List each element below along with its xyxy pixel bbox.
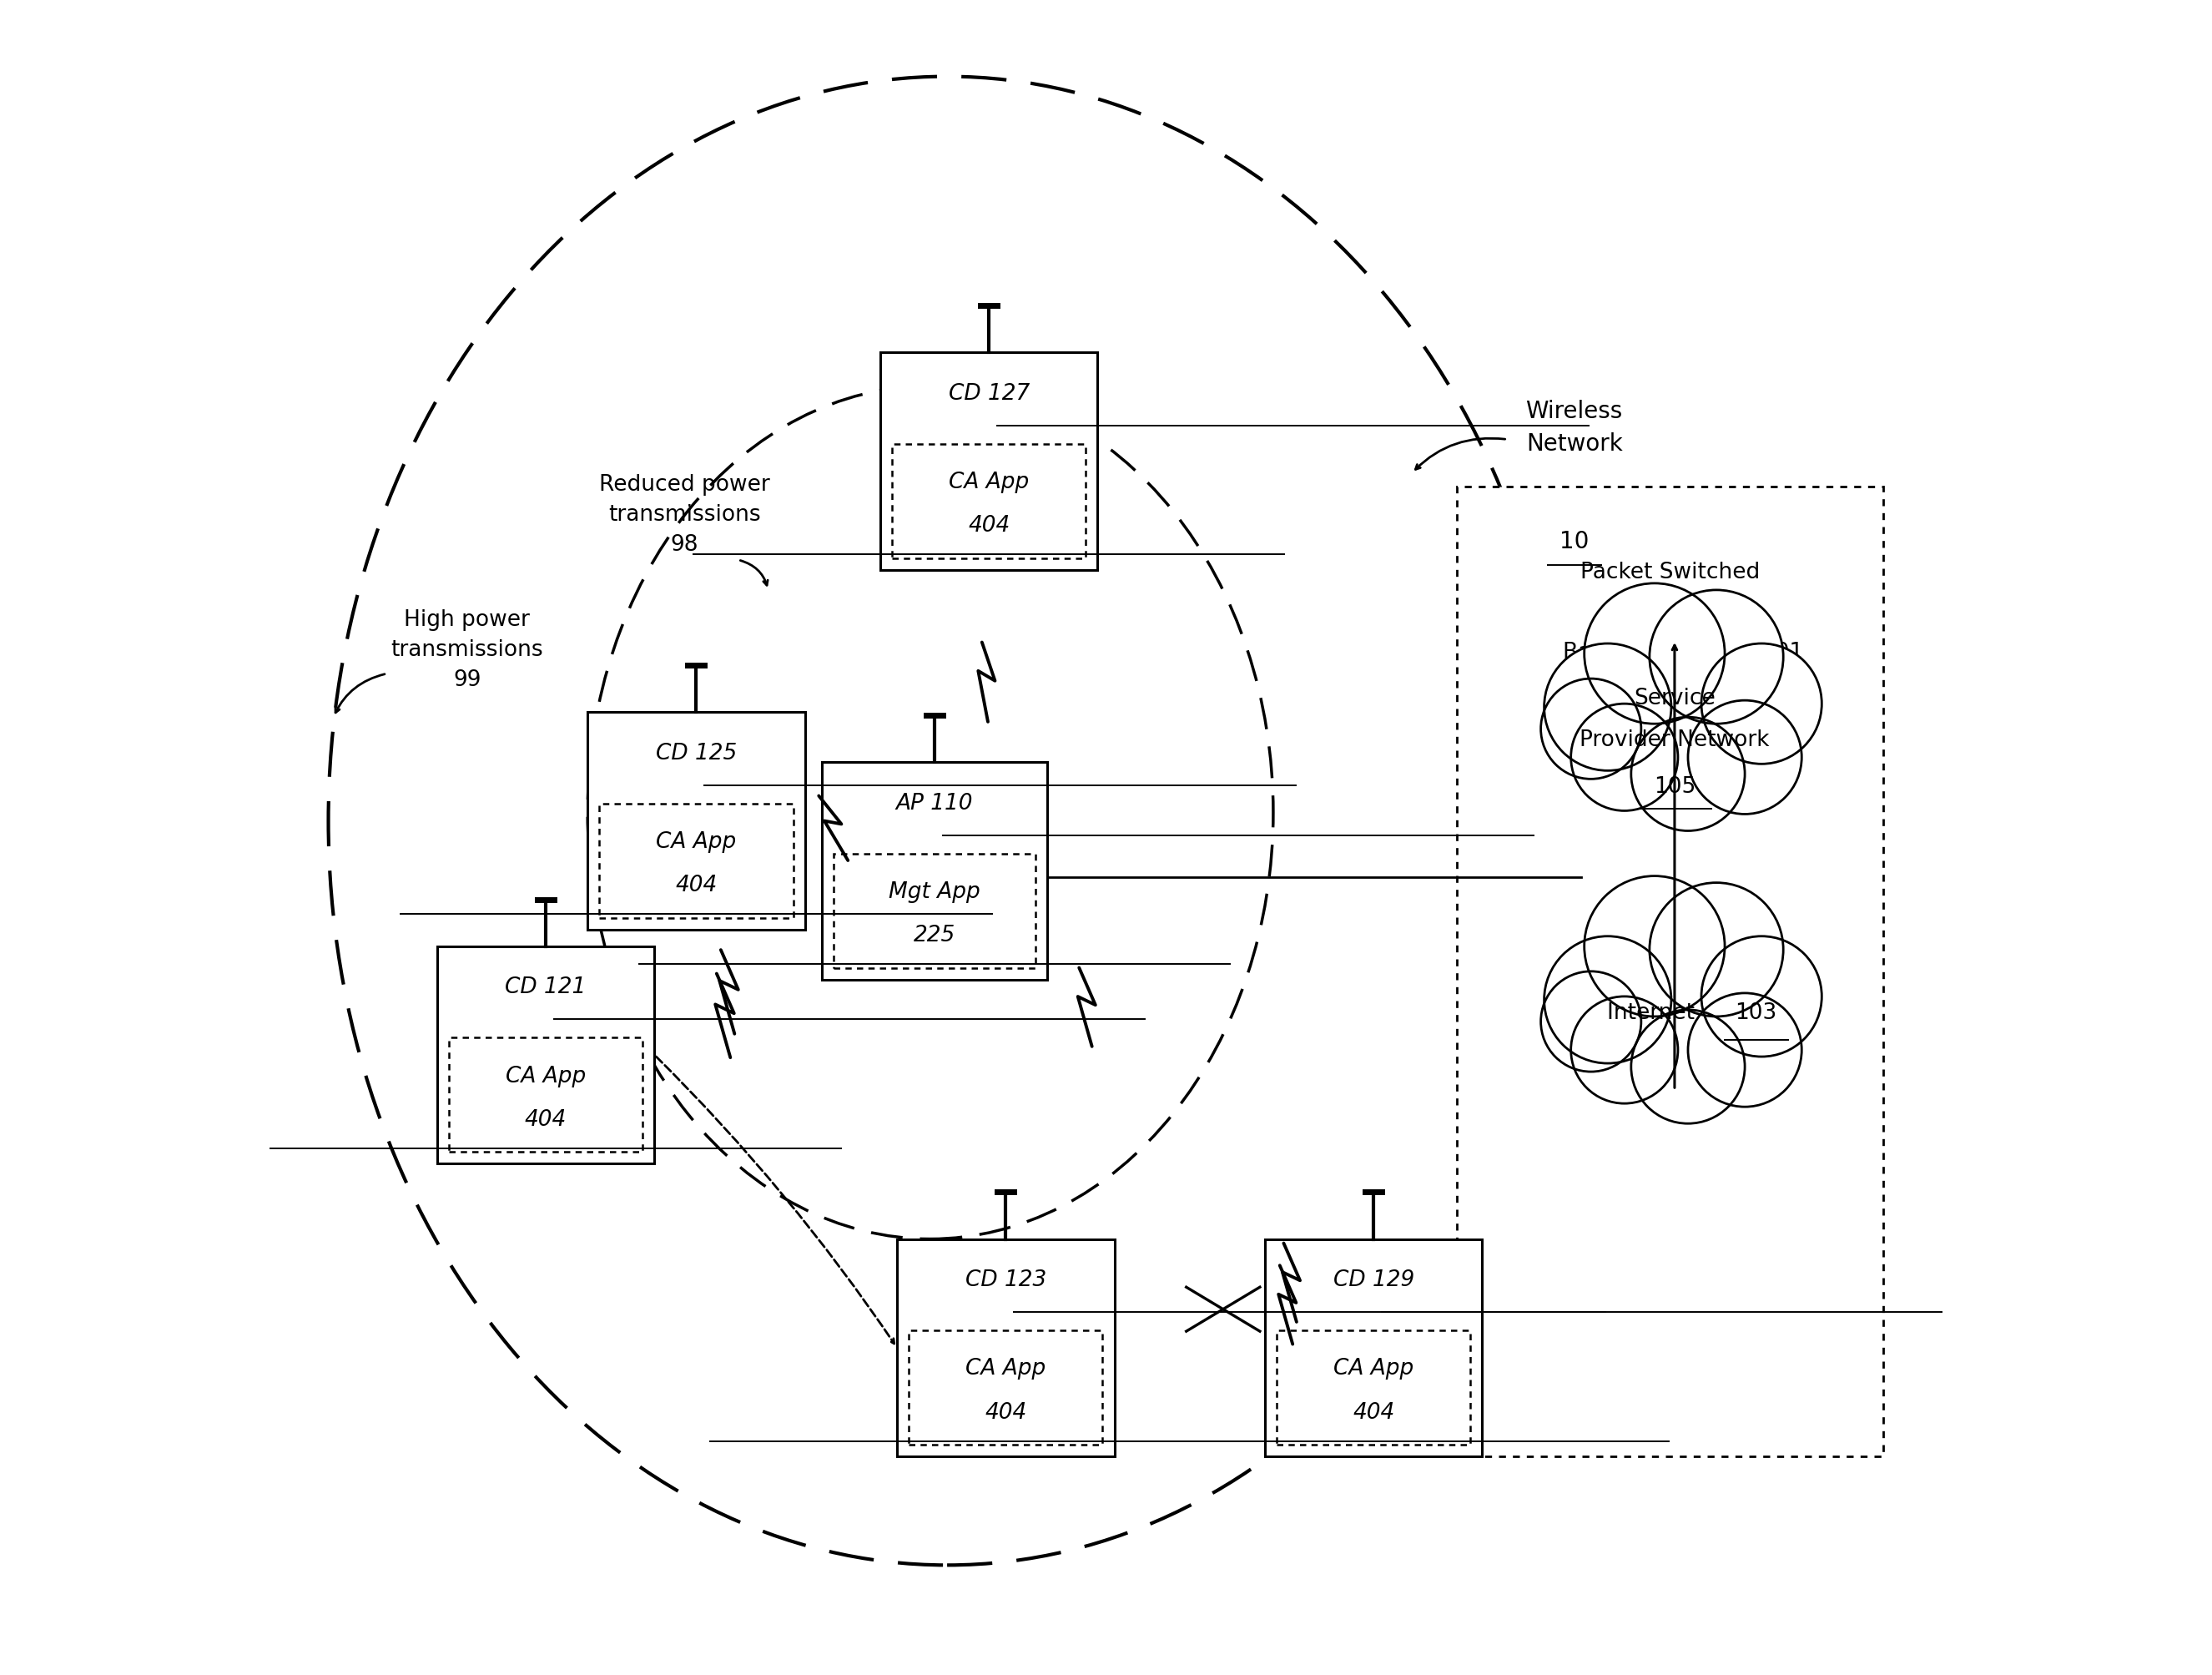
Bar [1265, 1240, 1482, 1456]
Bar [438, 946, 655, 1164]
Bar [880, 352, 1097, 570]
Text: 404: 404 [675, 874, 717, 896]
Text: 10: 10 [1559, 529, 1588, 553]
Circle shape [1544, 643, 1672, 770]
Circle shape [1542, 972, 1641, 1072]
Text: CD 127: CD 127 [949, 384, 1029, 405]
Text: AP 110: AP 110 [896, 792, 973, 814]
Circle shape [1701, 643, 1823, 764]
Circle shape [1571, 997, 1679, 1104]
Text: CD 123: CD 123 [964, 1270, 1046, 1291]
Bar [1458, 486, 1885, 1456]
Text: 101: 101 [1761, 642, 1803, 663]
Circle shape [1630, 717, 1745, 831]
Text: Packet Switched: Packet Switched [1582, 561, 1761, 583]
Text: 225: 225 [914, 925, 956, 946]
Text: Provider Network: Provider Network [1579, 730, 1770, 752]
Bar [1276, 1330, 1471, 1444]
Text: Service: Service [1635, 688, 1714, 710]
Bar [821, 762, 1048, 980]
Text: 404: 404 [984, 1402, 1026, 1424]
Text: CA App: CA App [507, 1065, 586, 1087]
Circle shape [1584, 876, 1725, 1017]
Text: High power
transmissions
99: High power transmissions 99 [392, 610, 544, 692]
Text: Mgt App: Mgt App [889, 881, 980, 903]
Circle shape [1630, 1010, 1745, 1124]
Circle shape [1544, 936, 1672, 1064]
Text: CA App: CA App [964, 1358, 1046, 1380]
Circle shape [1701, 936, 1823, 1057]
Bar [896, 1240, 1115, 1456]
Text: CD 125: CD 125 [655, 742, 737, 764]
Bar [599, 804, 794, 918]
Text: Backbone Network: Backbone Network [1564, 642, 1778, 663]
Text: 105: 105 [1655, 777, 1697, 799]
Bar [891, 444, 1086, 558]
Text: 404: 404 [969, 516, 1011, 538]
Text: Internet: Internet [1608, 1002, 1701, 1023]
Text: Wireless
Network: Wireless Network [1526, 400, 1624, 456]
Circle shape [1650, 883, 1783, 1017]
Circle shape [1542, 678, 1641, 779]
Text: CA App: CA App [1334, 1358, 1413, 1380]
Bar [588, 712, 805, 930]
Text: CA App: CA App [949, 472, 1029, 494]
Text: Reduced power
transmissions
98: Reduced power transmissions 98 [599, 474, 770, 556]
Text: CD 121: CD 121 [504, 977, 586, 998]
Circle shape [1571, 704, 1679, 811]
Text: CD 129: CD 129 [1334, 1270, 1413, 1291]
Circle shape [1584, 583, 1725, 724]
Bar [909, 1330, 1102, 1444]
Circle shape [1650, 590, 1783, 724]
Text: 103: 103 [1734, 1002, 1776, 1023]
Bar [449, 1037, 644, 1152]
Bar [834, 854, 1035, 968]
Text: CA App: CA App [657, 831, 737, 853]
Text: 404: 404 [1352, 1402, 1394, 1424]
Text: 404: 404 [524, 1109, 566, 1131]
Circle shape [1688, 993, 1803, 1107]
Circle shape [1688, 700, 1803, 814]
